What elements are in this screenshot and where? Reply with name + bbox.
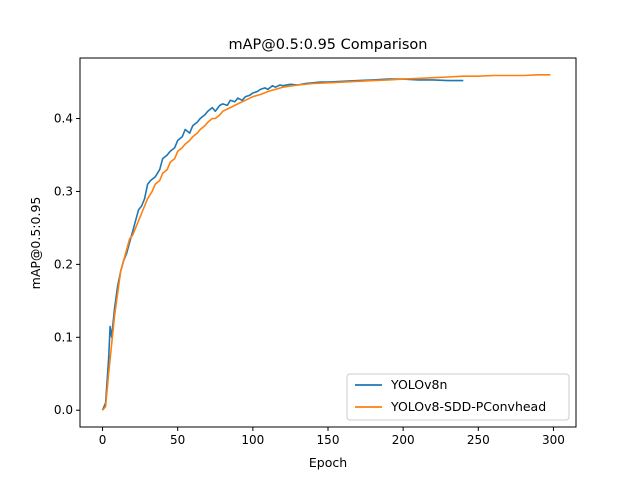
legend: YOLOv8n YOLOv8-SDD-PConvhead	[346, 373, 570, 421]
x-tick-label: 150	[317, 433, 340, 447]
y-tick-label: 0.1	[54, 330, 73, 344]
legend-box	[346, 373, 570, 421]
ticks-layer: 0 50 100 150 200 250 300 0.0 0.1 0.2 0.3 0.4	[54, 112, 565, 447]
y-axis-label: mAP@0.5:0.95	[28, 197, 43, 290]
series-layer	[101, 74, 551, 411]
x-axis-label: Epoch	[309, 455, 347, 470]
series-line-yolov8-sdd-pconvhead	[101, 74, 551, 411]
y-tick-label: 0.3	[54, 184, 73, 198]
legend-label-yolov8-sdd-pconvhead: YOLOv8-SDD-PConvhead	[390, 399, 546, 414]
y-tick-label: 0.0	[54, 403, 73, 417]
x-tick-label: 50	[170, 433, 185, 447]
x-tick-label: 250	[467, 433, 490, 447]
legend-label-yolov8n: YOLOv8n	[390, 377, 447, 392]
y-tick-label: 0.2	[54, 257, 73, 271]
x-tick-label: 100	[241, 433, 264, 447]
x-tick-label: 200	[392, 433, 415, 447]
chart-title: mAP@0.5:0.95 Comparison	[229, 37, 428, 53]
x-tick-label: 0	[99, 433, 107, 447]
y-tick-label: 0.4	[54, 112, 73, 126]
x-tick-label: 300	[542, 433, 565, 447]
plot-frame	[79, 57, 577, 428]
